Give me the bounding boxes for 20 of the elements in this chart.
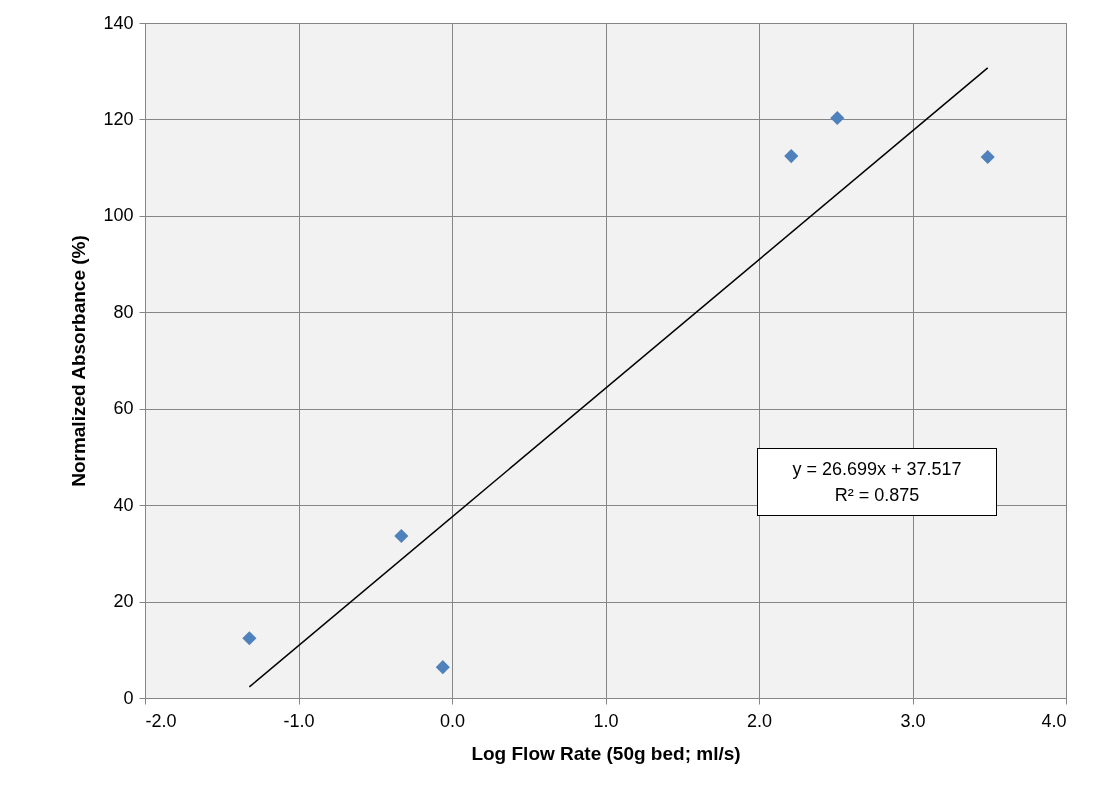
text-box: y = 26.699x + 37.517 R² = 0.875: [757, 448, 997, 516]
x-tick-label: 0.0: [439, 710, 466, 731]
y-tick-label: 60: [113, 398, 134, 419]
y-tick-label: 80: [113, 301, 134, 322]
y-tick-label: 0: [123, 687, 134, 708]
x-tick-label: 4.0: [1041, 710, 1067, 731]
y-tick-label: 120: [103, 108, 134, 129]
x-tick-label: 3.0: [900, 710, 926, 731]
y-tick-label: 40: [113, 494, 134, 515]
y-tick-label: 140: [103, 12, 134, 33]
y-tick-label: 20: [113, 591, 134, 612]
annotation: R² = 0.875: [834, 484, 920, 507]
x-tick-label: -2.0: [145, 710, 177, 731]
y-axis-title: Normalized Absorbance (%): [68, 235, 90, 487]
x-tick-label: -1.0: [283, 710, 315, 731]
x-axis-title: Log Flow Rate (50g bed; ml/s): [471, 742, 741, 764]
x-tick-label: 2.0: [746, 710, 773, 731]
y-tick-label: 100: [103, 205, 134, 226]
x-tick-label: 1.0: [593, 710, 619, 731]
annotation: y = 26.699x + 37.517: [792, 458, 962, 481]
